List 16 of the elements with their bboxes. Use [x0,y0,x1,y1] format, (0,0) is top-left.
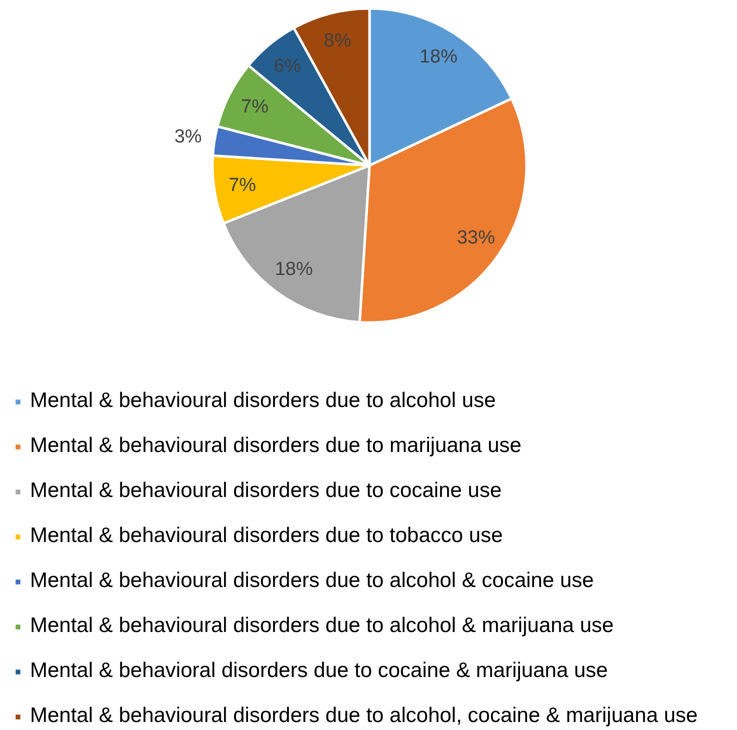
legend-label: Mental & behavioural disorders due to alcohol & cocaine use [30,569,594,593]
legend-label: Mental & behavioural disorders due to alcohol & marijuana use [30,614,614,638]
data-label: 3% [174,126,202,148]
legend-label: Mental & behavioural disorders due to alcohol use [30,389,496,413]
legend-label: Mental & behavioural disorders due to marijuana use [30,434,522,458]
legend-label: Mental & behavioural disorders due to cocaine use [30,479,502,503]
data-label: 8% [324,30,352,52]
data-label: 33% [456,227,496,248]
data-label: 18% [419,46,458,68]
legend-label: Mental & behavioral disorders due to cocaine & marijuana use [30,659,608,683]
data-label: 7% [228,175,256,196]
data-label: 18% [274,259,313,280]
data-label: 7% [241,96,269,118]
legend-label: Mental & behavioural disorders due to tobacco use [30,524,503,548]
data-label: 6% [274,56,302,77]
legend-label: Mental & behavioural disorders due to alcohol, cocaine & marijuana use [30,704,698,728]
